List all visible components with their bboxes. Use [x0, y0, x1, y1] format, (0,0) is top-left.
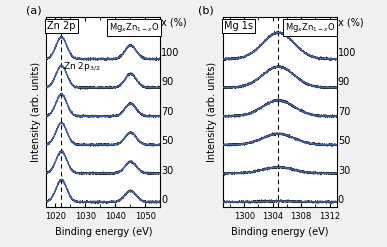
Text: Mg$_x$Zn$_{1-x}$O: Mg$_x$Zn$_{1-x}$O: [285, 21, 335, 34]
Text: Zn 2p: Zn 2p: [47, 21, 76, 31]
Text: 90: 90: [161, 78, 174, 87]
Text: 30: 30: [161, 166, 174, 176]
X-axis label: Binding energy (eV): Binding energy (eV): [231, 227, 329, 237]
Text: (b): (b): [198, 5, 214, 15]
Text: x (%): x (%): [338, 17, 363, 27]
Text: Mg$_x$Zn$_{1-x}$O: Mg$_x$Zn$_{1-x}$O: [109, 21, 159, 34]
Y-axis label: Intensity (arb. units): Intensity (arb. units): [31, 62, 41, 163]
Text: 30: 30: [338, 166, 350, 176]
Text: 100: 100: [161, 48, 180, 58]
Text: 70: 70: [161, 107, 174, 117]
Text: Mg 1s: Mg 1s: [224, 21, 253, 31]
Text: Zn 2p$_{3/2}$: Zn 2p$_{3/2}$: [63, 60, 100, 73]
Text: 90: 90: [338, 78, 350, 87]
X-axis label: Binding energy (eV): Binding energy (eV): [55, 227, 152, 237]
Text: 0: 0: [338, 195, 344, 205]
Text: 50: 50: [161, 136, 174, 146]
Text: (a): (a): [26, 5, 41, 15]
Text: 70: 70: [338, 107, 350, 117]
Text: 100: 100: [338, 48, 356, 58]
Y-axis label: Intensity (arb. units): Intensity (arb. units): [207, 62, 217, 163]
Text: 0: 0: [161, 195, 168, 205]
Text: x (%): x (%): [161, 17, 187, 27]
Text: 50: 50: [338, 136, 350, 146]
